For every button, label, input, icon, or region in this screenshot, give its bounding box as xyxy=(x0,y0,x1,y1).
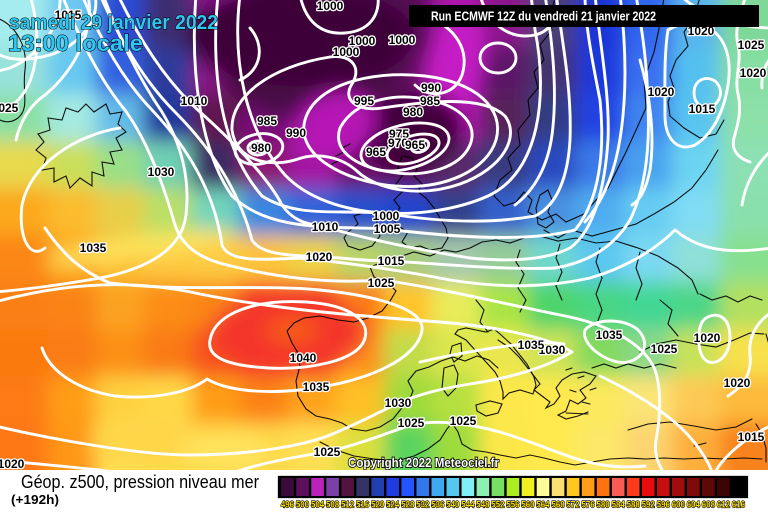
svg-text:1030: 1030 xyxy=(148,165,175,179)
svg-text:995: 995 xyxy=(354,94,374,108)
svg-text:Géop. z500, pression niveau me: Géop. z500, pression niveau mer xyxy=(21,472,259,492)
svg-text:1000: 1000 xyxy=(317,0,344,13)
svg-text:1025: 1025 xyxy=(398,416,425,430)
svg-text:985: 985 xyxy=(420,94,440,108)
svg-text:1020: 1020 xyxy=(0,457,25,471)
svg-text:1030: 1030 xyxy=(385,396,412,410)
svg-text:Run ECMWF 12Z du vendredi 21 j: Run ECMWF 12Z du vendredi 21 janvier 202… xyxy=(431,9,656,24)
svg-text:540: 540 xyxy=(446,500,459,511)
svg-text:Copyright 2022 Meteociel.fr: Copyright 2022 Meteociel.fr xyxy=(348,455,499,470)
svg-text:500: 500 xyxy=(296,500,309,511)
svg-text:1020: 1020 xyxy=(724,376,751,390)
svg-text:1020: 1020 xyxy=(648,85,675,99)
svg-text:1030: 1030 xyxy=(539,343,566,357)
svg-text:1025: 1025 xyxy=(450,414,477,428)
svg-text:512: 512 xyxy=(341,500,354,511)
svg-text:1035: 1035 xyxy=(80,241,107,255)
svg-text:980: 980 xyxy=(251,141,271,155)
svg-text:1000: 1000 xyxy=(333,45,360,59)
svg-text:496: 496 xyxy=(281,500,294,511)
svg-text:1025: 1025 xyxy=(368,276,395,290)
svg-text:1005: 1005 xyxy=(374,222,401,236)
svg-text:504: 504 xyxy=(311,500,325,511)
svg-text:1025: 1025 xyxy=(0,101,19,115)
svg-text:584: 584 xyxy=(612,500,626,511)
svg-text:608: 608 xyxy=(702,500,715,511)
svg-text:1010: 1010 xyxy=(312,220,339,234)
svg-text:536: 536 xyxy=(431,500,444,511)
svg-text:990: 990 xyxy=(286,126,306,140)
svg-text:580: 580 xyxy=(597,500,610,511)
svg-text:1025: 1025 xyxy=(651,342,678,356)
svg-text:(+192h): (+192h) xyxy=(11,492,59,507)
svg-text:600: 600 xyxy=(672,500,685,511)
svg-text:965: 965 xyxy=(405,138,425,152)
svg-text:1015: 1015 xyxy=(378,254,405,268)
svg-text:1020: 1020 xyxy=(740,66,767,80)
svg-text:970: 970 xyxy=(388,136,408,150)
svg-text:524: 524 xyxy=(386,500,400,511)
svg-text:1015: 1015 xyxy=(689,102,716,116)
svg-text:975: 975 xyxy=(389,127,409,141)
svg-text:572: 572 xyxy=(567,500,580,511)
svg-text:1035: 1035 xyxy=(518,338,545,352)
svg-text:985: 985 xyxy=(257,114,277,128)
svg-text:1025: 1025 xyxy=(314,445,341,459)
svg-text:556: 556 xyxy=(506,500,519,511)
svg-text:1035: 1035 xyxy=(303,380,330,394)
svg-text:1040: 1040 xyxy=(290,351,317,365)
svg-text:13:00 locale: 13:00 locale xyxy=(8,30,143,56)
svg-text:980: 980 xyxy=(403,105,423,119)
svg-text:560: 560 xyxy=(521,500,534,511)
svg-text:1015: 1015 xyxy=(55,8,82,22)
svg-text:544: 544 xyxy=(461,500,475,511)
svg-text:1010: 1010 xyxy=(181,94,208,108)
svg-text:520: 520 xyxy=(371,500,384,511)
svg-text:528: 528 xyxy=(401,500,414,511)
svg-text:516: 516 xyxy=(356,500,369,511)
svg-text:596: 596 xyxy=(657,500,670,511)
svg-text:1020: 1020 xyxy=(694,331,721,345)
svg-text:1025: 1025 xyxy=(738,38,765,52)
svg-text:592: 592 xyxy=(642,500,655,511)
svg-text:616: 616 xyxy=(732,500,745,511)
svg-text:1000: 1000 xyxy=(349,34,376,48)
svg-text:1035: 1035 xyxy=(596,328,623,342)
svg-text:1015: 1015 xyxy=(738,430,765,444)
svg-text:1020: 1020 xyxy=(306,250,333,264)
svg-text:552: 552 xyxy=(491,500,504,511)
svg-text:564: 564 xyxy=(536,500,550,511)
svg-text:604: 604 xyxy=(687,500,701,511)
svg-text:1000: 1000 xyxy=(389,33,416,47)
svg-text:548: 548 xyxy=(476,500,489,511)
svg-text:508: 508 xyxy=(326,500,339,511)
svg-text:1000: 1000 xyxy=(373,209,400,223)
svg-text:588: 588 xyxy=(627,500,640,511)
svg-text:990: 990 xyxy=(421,81,441,95)
svg-text:612: 612 xyxy=(717,500,730,511)
svg-text:samedi 29 janvier 2022: samedi 29 janvier 2022 xyxy=(9,12,218,34)
svg-text:576: 576 xyxy=(582,500,595,511)
svg-text:965: 965 xyxy=(366,145,386,159)
svg-text:568: 568 xyxy=(552,500,565,511)
svg-text:532: 532 xyxy=(416,500,429,511)
